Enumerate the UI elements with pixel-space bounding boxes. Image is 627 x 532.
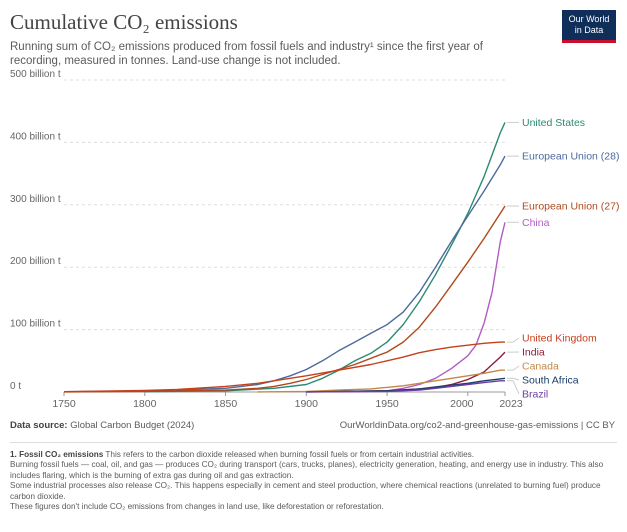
series-line-canada[interactable] xyxy=(257,369,505,393)
axes: 0 t 100 billion t 200 billion t 300 billion… xyxy=(10,69,523,410)
x-tick-label: 1950 xyxy=(375,398,399,410)
footnote-title: 1. Fossil CO₂ emissions xyxy=(10,450,104,459)
series-label[interactable]: United States xyxy=(522,117,585,129)
source-text[interactable]: Global Carbon Budget (2024) xyxy=(70,420,195,431)
label-connector xyxy=(507,365,520,371)
footnote-line: These figures don't include CO₂ emission… xyxy=(10,502,384,512)
x-tick-label: 1850 xyxy=(214,398,238,410)
series-label[interactable]: United Kingdom xyxy=(522,333,597,345)
chart-title: Cumulative CO₂ emissions xyxy=(10,10,238,34)
y-tick-label: 500 billion t xyxy=(10,69,61,80)
label-connector xyxy=(507,337,520,343)
label-connector xyxy=(507,377,520,381)
series-line-china[interactable] xyxy=(306,222,506,393)
data-source: Data source: Global Carbon Budget (2024) xyxy=(10,420,194,431)
footnote-line: Some industrial processes also release C… xyxy=(10,481,601,501)
logo-line-1: Our World xyxy=(568,14,610,24)
footnote-line: This refers to the carbon dioxide releas… xyxy=(105,450,475,459)
series-label[interactable]: European Union (28) xyxy=(522,151,619,163)
series-label[interactable]: South Africa xyxy=(522,375,579,387)
x-tick-label: 1750 xyxy=(52,398,76,410)
y-tick-label: 0 t xyxy=(10,381,21,392)
footnote: 1. Fossil CO₂ emissions This refers to t… xyxy=(10,450,610,512)
series-label[interactable]: European Union (27) xyxy=(522,201,619,213)
series-line-european-union-28[interactable] xyxy=(63,155,506,393)
line-chart: 0 t 100 billion t 200 billion t 300 billion… xyxy=(10,69,619,410)
label-connector xyxy=(507,380,520,395)
series-labels: United States European Union (28) European… xyxy=(522,117,619,401)
footnote-line: Burning fossil fuels — coal, oil, and ga… xyxy=(10,460,604,480)
series-label[interactable]: China xyxy=(522,217,550,229)
credit-link[interactable]: OurWorldinData.org/co2-and-greenhouse-ga… xyxy=(339,420,615,431)
y-tick-label: 200 billion t xyxy=(10,256,61,267)
x-tick-label: 2000 xyxy=(450,398,474,410)
y-tick-label: 300 billion t xyxy=(10,194,61,205)
series-lines xyxy=(63,122,506,393)
source-label: Data source: xyxy=(10,420,68,431)
footer-divider xyxy=(10,442,617,443)
series-label[interactable]: India xyxy=(522,347,545,359)
chart-subtitle: Running sum of CO₂ emissions produced fr… xyxy=(10,41,483,67)
label-connectors xyxy=(507,121,520,395)
series-line-united-states[interactable] xyxy=(144,122,506,393)
grid-lines xyxy=(64,79,505,393)
owid-logo[interactable]: Our World in Data xyxy=(562,10,616,43)
series-line-brazil[interactable] xyxy=(306,380,505,393)
x-tick-label: 2023 xyxy=(499,398,523,410)
series-label[interactable]: Brazil xyxy=(522,389,548,401)
y-tick-label: 400 billion t xyxy=(10,131,61,142)
x-tick-label: 1800 xyxy=(133,398,157,410)
y-tick-label: 100 billion t xyxy=(10,319,61,330)
series-label[interactable]: Canada xyxy=(522,361,559,373)
x-tick-label: 1900 xyxy=(295,398,319,410)
footnote-first: 1. Fossil CO₂ emissions This refers to t… xyxy=(10,450,610,460)
logo-line-2: in Data xyxy=(574,25,604,35)
series-line-united-kingdom[interactable] xyxy=(63,341,505,393)
series-line-south-africa[interactable] xyxy=(306,377,506,393)
series-line-european-union-27[interactable] xyxy=(63,205,506,393)
